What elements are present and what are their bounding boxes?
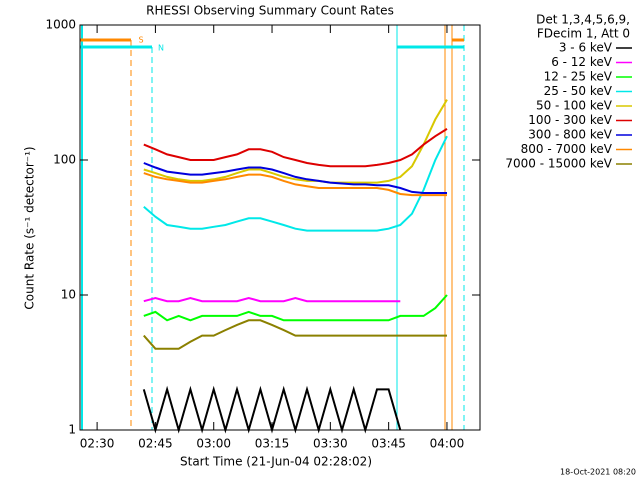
legend-label: 100 - 300 keV bbox=[528, 113, 612, 127]
legend-label: 12 - 25 keV bbox=[544, 70, 613, 84]
legend-label: 7000 - 15000 keV bbox=[505, 157, 612, 171]
series-line bbox=[143, 319, 447, 350]
series-line bbox=[142, 385, 402, 434]
x-tick-label: 03:15 bbox=[255, 437, 290, 451]
series-line bbox=[143, 162, 447, 194]
x-tick-label: 02:45 bbox=[138, 437, 173, 451]
legend-label: 6 - 12 keV bbox=[551, 55, 613, 69]
annotation: S bbox=[138, 36, 143, 45]
series-line bbox=[143, 172, 447, 197]
legend-header: Det 1,3,4,5,6,9, bbox=[536, 13, 630, 27]
legend-label: 300 - 800 keV bbox=[528, 128, 612, 142]
series-line bbox=[143, 296, 401, 303]
series-line bbox=[143, 135, 448, 232]
y-axis-label: Count Rate (s⁻¹ detector⁻¹) bbox=[23, 146, 37, 309]
x-tick-label: 03:45 bbox=[371, 437, 406, 451]
y-tick-label: 100 bbox=[53, 153, 76, 167]
legend-label: 50 - 100 keV bbox=[536, 99, 613, 113]
markers bbox=[80, 25, 465, 430]
series-line bbox=[143, 99, 448, 184]
series-line bbox=[143, 294, 448, 322]
x-tick-label: 03:30 bbox=[313, 437, 348, 451]
y-tick-label: 1000 bbox=[45, 18, 76, 32]
x-tick-label: 04:00 bbox=[430, 437, 465, 451]
x-tick-label: 02:30 bbox=[80, 437, 115, 451]
legend-label: 25 - 50 keV bbox=[544, 84, 613, 98]
legend-label: 3 - 6 keV bbox=[559, 41, 613, 55]
legend-label: 800 - 7000 keV bbox=[521, 142, 613, 156]
plot-frame bbox=[79, 24, 481, 431]
x-axis-label: Start Time (21-Jun-04 02:28:02) bbox=[180, 455, 372, 469]
chart-title: RHESSI Observing Summary Count Rates bbox=[146, 4, 394, 18]
series-line bbox=[143, 128, 448, 168]
x-tick-label: 03:00 bbox=[196, 437, 231, 451]
footer: 18-Oct-2021 08:20 bbox=[560, 468, 636, 477]
y-tick-label: 1 bbox=[68, 423, 76, 437]
y-tick-label: 10 bbox=[61, 288, 76, 302]
legend-header: FDecim 1, Att 0 bbox=[537, 27, 630, 41]
annotation: N bbox=[158, 44, 164, 53]
